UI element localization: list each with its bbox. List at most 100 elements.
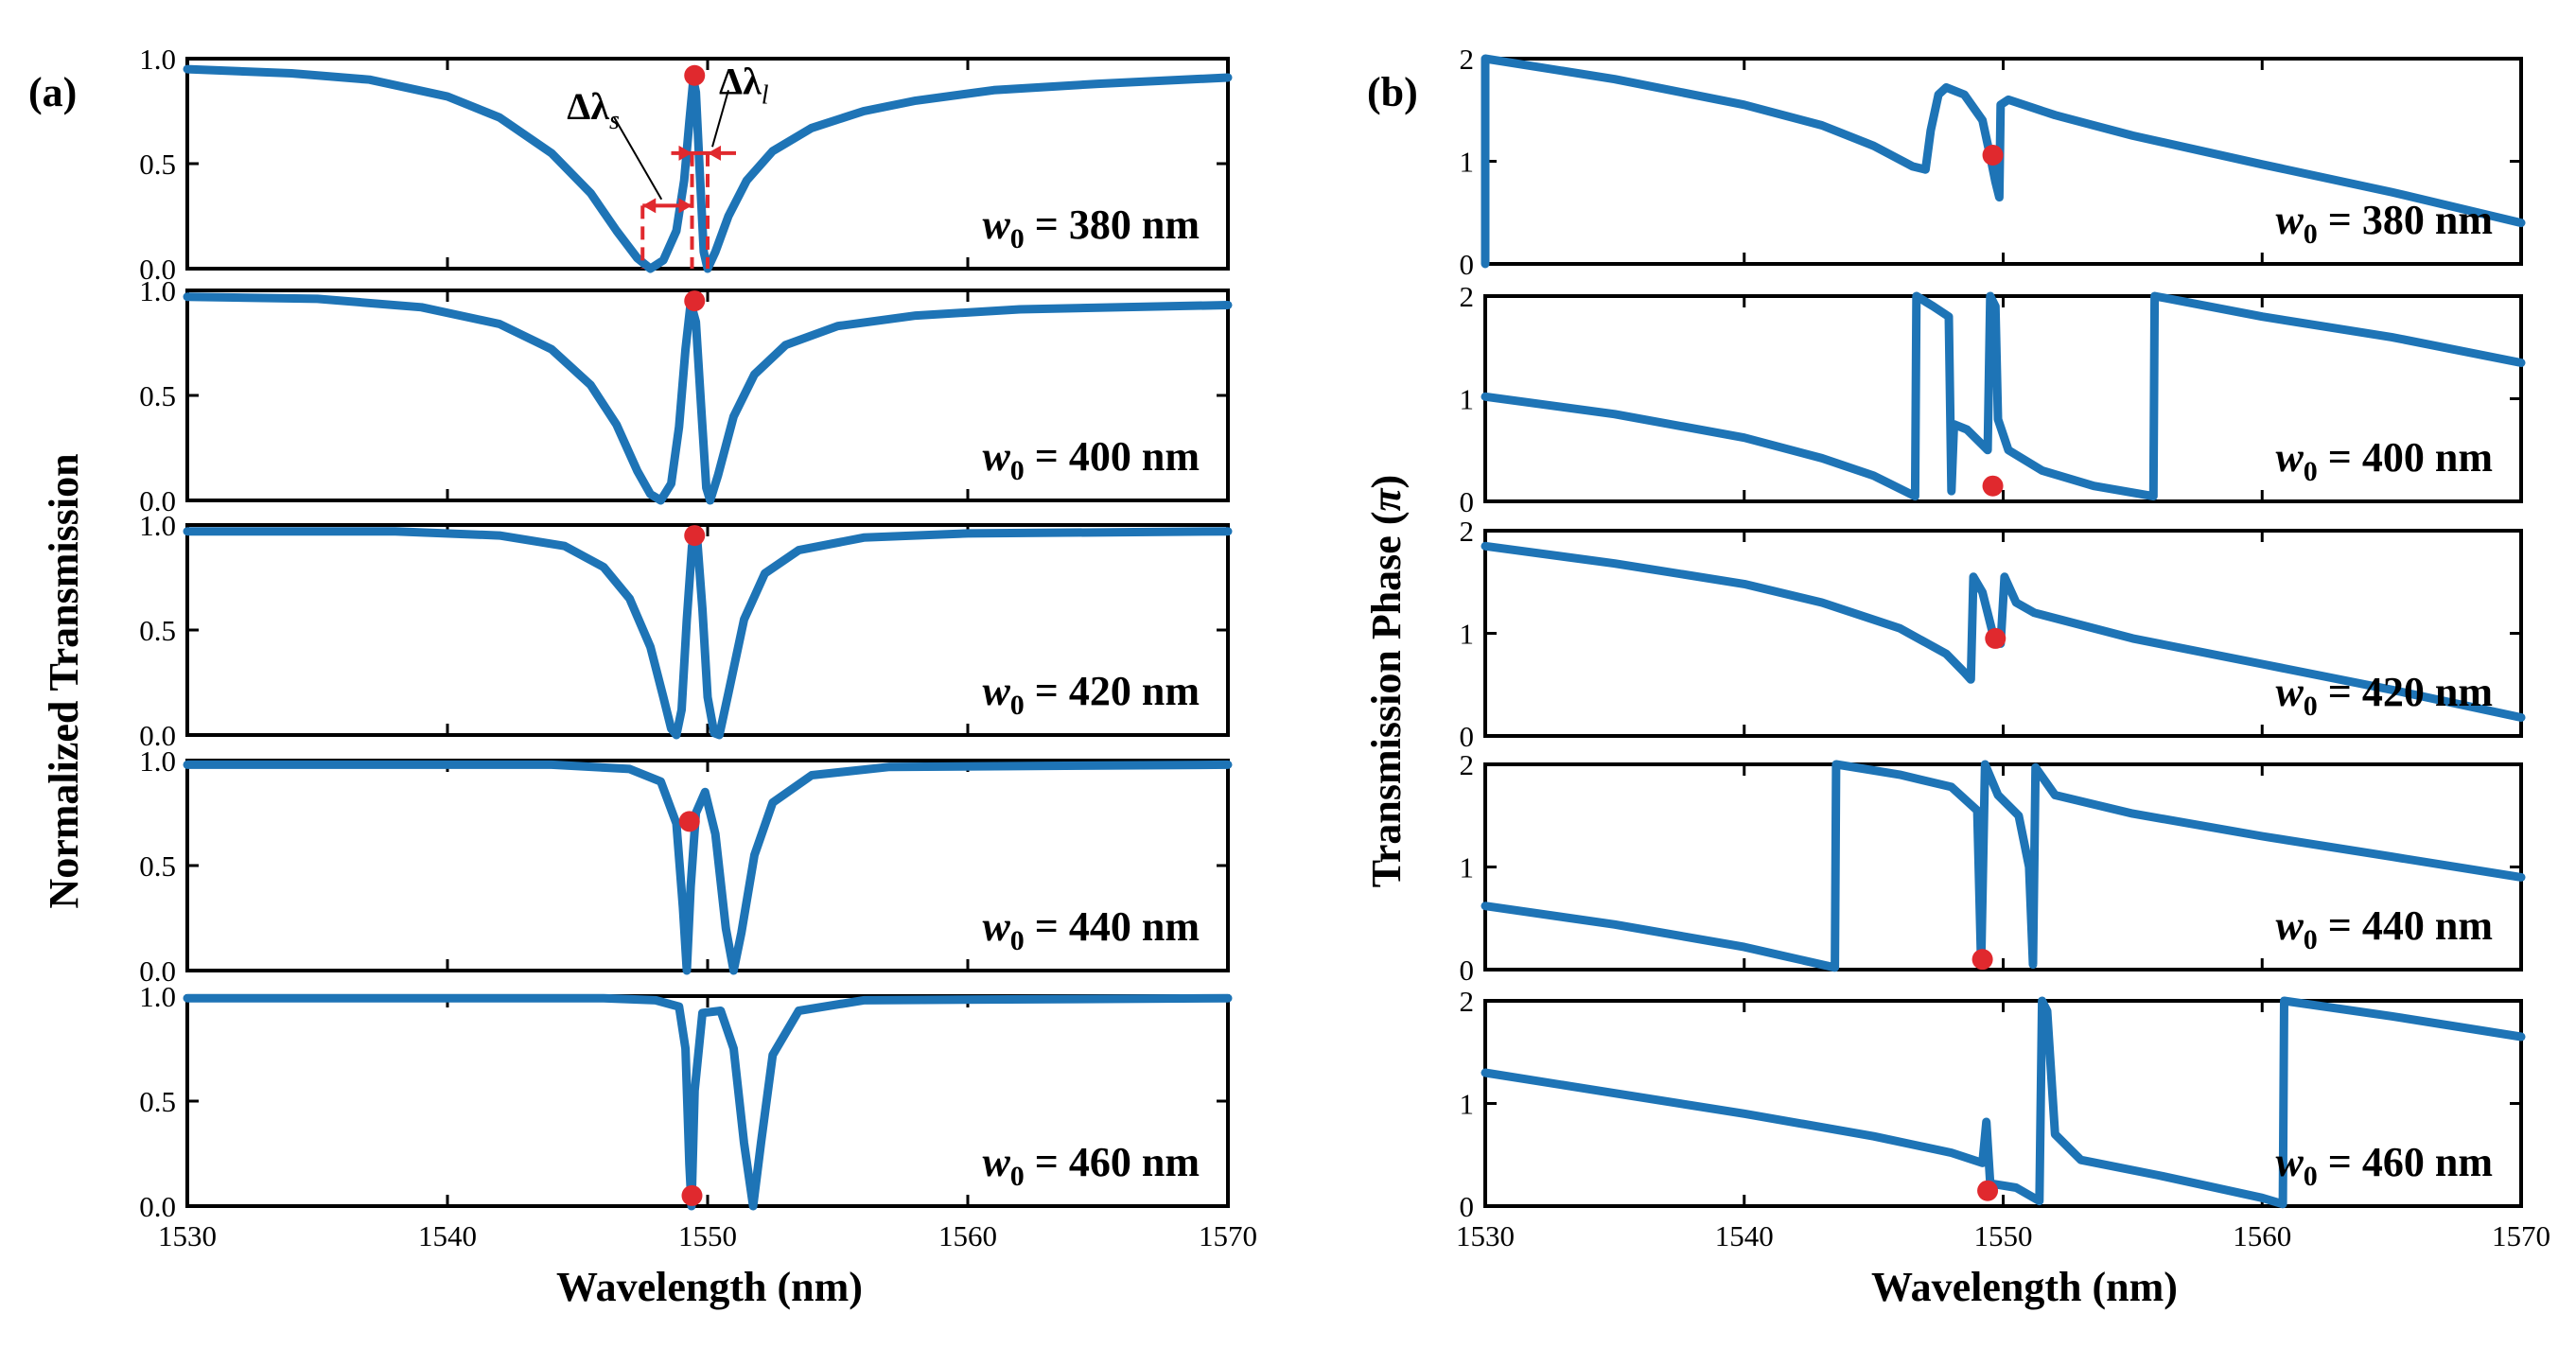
width-label-symbol: w [2275, 197, 2304, 243]
x-tick-label: 1570 [1199, 1219, 1257, 1252]
width-label-subscript: 0 [2304, 456, 2318, 487]
width-label-value: = 460 nm [1025, 1139, 1200, 1185]
x-tick-label: 1570 [2492, 1219, 2550, 1252]
y-tick-label: 2 [1460, 280, 1475, 313]
x-tick-label: 1560 [2233, 1219, 2291, 1252]
x-tick-label: 1540 [418, 1219, 477, 1252]
y-tick-label: 1.0 [139, 509, 176, 542]
y-axis-label-b-main: Transmission Phase ( [1363, 512, 1410, 888]
width-label-symbol: w [982, 1139, 1010, 1185]
subplot-a-2: 0.0 0.5 1.0 w0 = 420 nm [139, 509, 1233, 752]
width-label-value: = 420 nm [1025, 668, 1200, 714]
y-tick-label: 0 [1460, 720, 1475, 753]
width-label-subscript: 0 [1010, 455, 1025, 486]
width-label: w0 = 420 nm [2275, 669, 2493, 722]
x-tick-label: 1560 [938, 1219, 997, 1252]
y-tick-label: 1 [1460, 383, 1475, 416]
series-line [183, 993, 1233, 1211]
width-label-symbol: w [982, 668, 1010, 714]
y-tick-label: 2 [1460, 748, 1475, 781]
y-tick-label: 0.0 [139, 253, 176, 286]
y-axis-label-b-symbol: π [1363, 488, 1410, 512]
width-label-subscript: 0 [1010, 1161, 1025, 1192]
subplot-a-1: 0.0 0.5 1.0 w0 = 400 nm [139, 274, 1233, 517]
data-marker [1977, 1180, 1999, 1201]
series-line [183, 760, 1233, 975]
y-tick-label: 2 [1460, 985, 1475, 1018]
y-tick-label: 0.0 [139, 719, 176, 752]
annotation-arrowhead [708, 145, 721, 161]
width-label-value: = 400 nm [2318, 434, 2493, 481]
subplot-a-3: 0.0 0.5 1.0 w0 = 440 nm [139, 744, 1233, 988]
data-marker [684, 64, 706, 86]
annotation-delta-lambda-l: Δλl [719, 60, 769, 110]
width-label-symbol: w [2275, 902, 2304, 949]
width-label-symbol: w [982, 201, 1010, 248]
width-label: w0 = 400 nm [2275, 434, 2493, 487]
y-tick-label: 1 [1460, 1088, 1475, 1121]
annotation-arrowhead [642, 198, 657, 214]
width-label: w0 = 380 nm [2275, 197, 2493, 250]
width-label-value: = 460 nm [2318, 1139, 2493, 1185]
width-label: w0 = 460 nm [2275, 1139, 2493, 1192]
width-label-subscript: 0 [2304, 1161, 2318, 1192]
annotation-delta-lambda-s: Δλs [567, 85, 620, 135]
y-tick-label: 1.0 [139, 43, 176, 76]
width-label-value: = 380 nm [2318, 197, 2493, 243]
width-label: w0 = 440 nm [2275, 902, 2493, 955]
width-label: w0 = 440 nm [982, 903, 1200, 956]
width-label-value: = 420 nm [2318, 669, 2493, 715]
width-label: w0 = 460 nm [982, 1139, 1200, 1192]
y-axis-label-b: Transmission Phase (π) [1363, 475, 1410, 887]
y-tick-label: 1.0 [139, 980, 176, 1013]
y-tick-label: 0.5 [139, 1085, 176, 1118]
series-line [1481, 541, 2526, 722]
width-label-value: = 380 nm [1025, 201, 1200, 248]
y-tick-label: 2 [1460, 43, 1475, 76]
data-marker [684, 525, 706, 547]
annotation-delta-lambda-s-main: Δλ [567, 85, 609, 128]
y-tick-label: 1.0 [139, 744, 176, 778]
y-tick-label: 0.0 [139, 484, 176, 517]
y-tick-label: 2 [1460, 515, 1475, 548]
x-axis-label-b: Wavelength (nm) [1871, 1264, 2178, 1310]
data-marker [681, 1184, 703, 1206]
width-label-symbol: w [982, 903, 1010, 950]
y-tick-label: 0.0 [139, 1190, 176, 1223]
width-label-subscript: 0 [2304, 924, 2318, 955]
panel-label-a: (a) [28, 69, 77, 115]
series-line [1481, 996, 2526, 1209]
y-tick-label: 0.5 [139, 614, 176, 647]
y-tick-label: 0 [1460, 485, 1475, 518]
y-tick-label: 0.5 [139, 148, 176, 181]
subplot-b-4: 0 1 2 w0 = 460 nm 1530 1540 1550 1560 1570 [1456, 985, 2550, 1252]
y-tick-label: 0 [1460, 248, 1475, 281]
annotation-delta-lambda-l-sub: l [762, 80, 769, 110]
y-tick-label: 0.0 [139, 954, 176, 988]
x-tick-label: 1550 [678, 1219, 737, 1252]
y-tick-label: 0.5 [139, 849, 176, 883]
width-label-subscript: 0 [2304, 219, 2318, 250]
y-tick-label: 1.0 [139, 274, 176, 307]
width-label: w0 = 380 nm [982, 201, 1200, 254]
x-tick-label: 1530 [158, 1219, 217, 1252]
series-line [183, 527, 1233, 740]
width-label-symbol: w [2275, 669, 2304, 715]
width-label-value: = 440 nm [1025, 903, 1200, 950]
subplot-b-1: 0 1 2 w0 = 400 nm [1460, 280, 2526, 518]
width-label-value: = 440 nm [2318, 902, 2493, 949]
x-tick-label: 1540 [1715, 1219, 1774, 1252]
x-axis-label-a: Wavelength (nm) [556, 1264, 863, 1310]
y-tick-label: 0.5 [139, 379, 176, 412]
x-tick-label: 1530 [1456, 1219, 1515, 1252]
y-axis-label-b-end: ) [1363, 475, 1410, 489]
x-tick-label: 1550 [1974, 1219, 2033, 1252]
width-label: w0 = 400 nm [982, 433, 1200, 486]
width-label-symbol: w [982, 433, 1010, 480]
